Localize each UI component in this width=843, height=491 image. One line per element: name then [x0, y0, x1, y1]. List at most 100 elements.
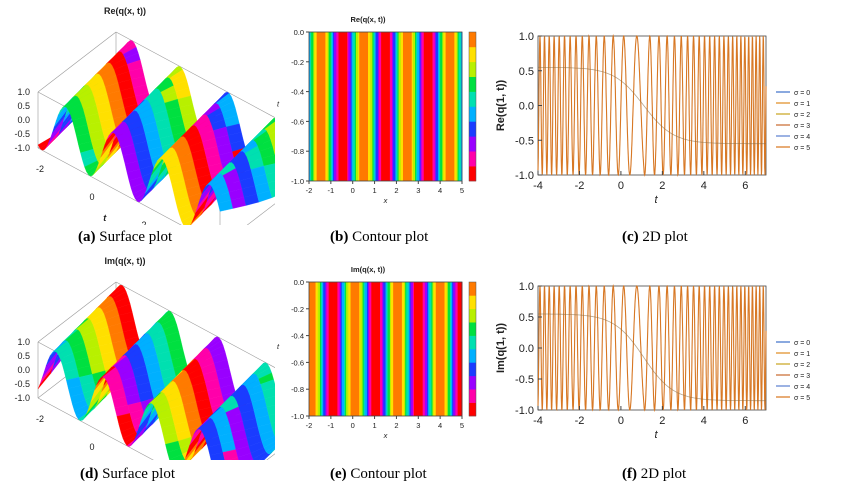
contour-band [355, 32, 358, 181]
panel-c: -4 -2 0 2 4 6 t 1.0 0.5 0.0 -0.5 -1.0 Re(q(1, t)) σ =… [482, 0, 843, 225]
line-x-tick-f: 2 [659, 415, 665, 427]
contour-band [422, 282, 425, 416]
contour-band [431, 32, 433, 181]
contour-band [411, 32, 414, 181]
contour-band [338, 32, 340, 181]
contour-x-tick-b: 2 [394, 186, 398, 195]
contour-band [423, 282, 426, 416]
contour-band [378, 32, 381, 181]
contour-band [324, 32, 326, 181]
line-x-tick-c: 0 [618, 180, 624, 192]
contour-band [376, 32, 379, 181]
contour-band [328, 282, 331, 416]
contour-band [388, 282, 391, 416]
contour-band [331, 32, 334, 181]
line-x-tick-f: -4 [533, 415, 543, 427]
contour-band [454, 32, 456, 181]
contour-band [420, 32, 422, 181]
contour-band [386, 282, 389, 416]
contour-band [447, 282, 450, 416]
contour-band [419, 282, 421, 416]
line-x-label-c: t [654, 194, 658, 206]
contour-band [451, 32, 453, 181]
contour-band [425, 282, 428, 416]
contour-band [327, 32, 330, 181]
colorbar-swatch [469, 106, 476, 122]
contour-band [385, 32, 387, 181]
contour-band [408, 32, 410, 181]
contour-band [383, 282, 385, 416]
contour-band [422, 32, 425, 181]
line-x-tick-f: -2 [575, 415, 585, 427]
contour-band [412, 282, 415, 416]
contour-band [452, 282, 454, 416]
contour-band [439, 32, 441, 181]
surface-z-tick-d: -1.0 [14, 393, 30, 403]
contour-band [346, 32, 348, 181]
colorbar-swatch [469, 282, 476, 296]
surface-t-tick-a: 2 [141, 220, 146, 225]
contour-band [339, 32, 342, 181]
contour-band [416, 282, 418, 416]
contour-band [381, 32, 383, 181]
contour-frame-b [308, 31, 463, 182]
surface-strips-d [37, 284, 299, 491]
caption-e: (e) Contour plot [330, 466, 427, 483]
contour-band [455, 32, 457, 181]
contour-band [336, 282, 338, 416]
surface-z-tick-d: 1.0 [17, 337, 30, 347]
contour-band [337, 32, 339, 181]
contour-band [410, 282, 413, 416]
line-y-tick-f: -0.5 [515, 374, 534, 386]
contour-band [411, 282, 414, 416]
line-y-tick-c: -1.0 [515, 170, 534, 182]
series-line-c-5 [537, 33, 767, 177]
line-y-tick-c: -0.5 [515, 135, 534, 147]
contour-band [446, 282, 449, 416]
contour-band [400, 282, 403, 416]
contour-band [444, 32, 447, 181]
contour-band [324, 282, 326, 416]
contour-band [329, 282, 332, 416]
colorbar-swatch [469, 335, 476, 350]
contour-x-tick-b: 5 [460, 186, 464, 195]
caption-f-label: (f) [622, 466, 637, 482]
contour-x-tick-e: -1 [328, 421, 335, 430]
contour-band [375, 32, 378, 181]
caption-b-label: (b) [330, 229, 349, 245]
contour-band [319, 282, 322, 416]
contour-band [372, 282, 374, 416]
surface-title-d: Im(q(x, t)) [105, 256, 146, 266]
contour-band [353, 282, 356, 416]
surface-t-tick-a: 0 [89, 192, 94, 202]
surface-box-edge [115, 31, 299, 131]
contour-y-tick-b: -0.6 [291, 117, 304, 126]
contour-x-tick-b: -2 [306, 186, 313, 195]
contour-band [427, 32, 429, 181]
contour-band [433, 32, 436, 181]
line-x-tick-f: 6 [742, 415, 748, 427]
line-y-tick-c: 0.0 [519, 101, 534, 113]
colorbar-swatch [469, 402, 476, 417]
contour-band [377, 282, 380, 416]
contour-band [395, 32, 397, 181]
legend-label-f: σ = 1 [794, 351, 810, 358]
contour-band [330, 282, 333, 416]
contour-band [455, 282, 457, 416]
contour-band [357, 32, 359, 181]
contour-band [329, 32, 332, 181]
contour-band [352, 282, 355, 416]
contour-band [384, 32, 386, 181]
contour-band [441, 32, 443, 181]
contour-band [315, 32, 318, 181]
contour-band [370, 32, 372, 181]
contour-band [341, 32, 344, 181]
contour-band [409, 32, 412, 181]
contour-band [424, 282, 427, 416]
contour-band [443, 282, 445, 416]
contour-band [430, 282, 432, 416]
contour-x-tick-b: 1 [372, 186, 376, 195]
contour-band [366, 282, 369, 416]
surface-z-tick-d: 0.5 [17, 351, 30, 361]
contour-band [436, 282, 439, 416]
